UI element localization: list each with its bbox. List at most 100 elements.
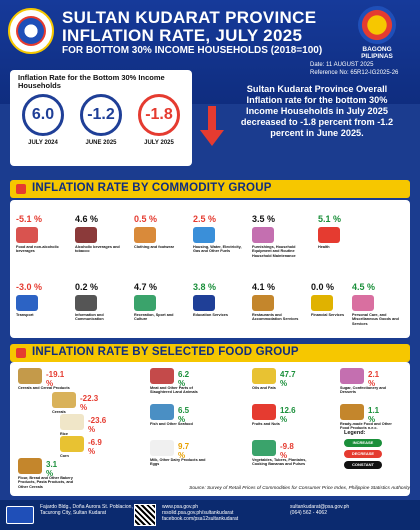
rate-label-july-2025: JULY 2025	[144, 140, 174, 146]
commodity-label: Financial Services	[311, 313, 345, 317]
rate-label-june-2025: JUNE 2025	[85, 140, 117, 146]
food-icon	[16, 227, 38, 243]
food-label: Oils and Fats	[252, 386, 276, 390]
health-icon	[318, 227, 340, 243]
food-value: -22.3 %	[80, 394, 99, 412]
footer-website-link[interactable]: www.psa.gov.ph	[162, 504, 199, 510]
food-label: Meat and Other Parts of Slaughtered Land…	[150, 386, 198, 395]
food-value: -23.6 %	[88, 416, 107, 434]
rate-july-2025: -1.8	[138, 94, 180, 136]
food-value: -6.9 %	[88, 438, 102, 456]
commodity-item: 4.5 % Personal Care, and Miscellaneous Go…	[352, 282, 404, 326]
food-value: -19.1 %	[46, 370, 65, 388]
readymade-icon	[340, 404, 364, 420]
corn-icon	[60, 436, 84, 452]
commodity-item: 4.1 % Restaurants and Accommodation Servi…	[252, 282, 304, 322]
sofa-icon	[252, 227, 274, 243]
commodity-item: 2.5 % Housing, Water, Electricity, Gas an…	[193, 214, 245, 254]
commodity-label: Transport	[16, 313, 34, 317]
oil-icon	[252, 368, 276, 384]
commodity-label: Recreation, Sport and Culture	[134, 313, 174, 322]
commodity-label: Furnishings, Household Equipment and Rou…	[252, 245, 296, 258]
commodity-value: 4.1 %	[252, 282, 276, 292]
footer-email-link[interactable]: sultankudarat@psa.gov.ph	[290, 504, 350, 510]
commodity-item: 3.5 % Furnishings, Household Equipment an…	[252, 214, 304, 258]
footer-contact: sultankudarat@psa.gov.ph (064) 562 - 406…	[290, 504, 418, 516]
commodity-item: 0.0 % Financial Services	[311, 282, 363, 317]
footer-phone: (064) 562 - 4062	[290, 510, 327, 516]
bagong-pilipinas-logo: BAGONG PILIPINAS	[346, 6, 408, 60]
milk-icon	[150, 440, 174, 456]
commodity-item: -5.1 % Food and non-alcoholic beverages	[16, 214, 68, 254]
rice-icon	[60, 414, 84, 430]
commodity-value: 5.1 %	[318, 214, 342, 224]
laptop-icon	[75, 295, 97, 311]
bread-icon	[18, 458, 42, 474]
commodity-label: Information and Communication	[75, 313, 104, 322]
down-arrow-icon	[200, 106, 224, 150]
food-label: Milk, Other Dairy Products and Eggs	[150, 458, 206, 467]
house-icon	[193, 227, 215, 243]
commodity-panel	[10, 200, 410, 338]
commodity-item: 0.2 % Information and Communication	[75, 282, 127, 322]
food-label: Ready-made Food and Other Food Products …	[340, 422, 392, 431]
legend-increase: INCREASE	[344, 439, 382, 447]
food-value: 6.5 %	[178, 406, 190, 424]
commodity-label: Health	[318, 245, 330, 249]
footer-address: Fajardo Bldg., Doña Aurora St. Poblacion…	[40, 504, 133, 516]
footer: Fajardo Bldg., Doña Aurora St. Poblacion…	[0, 500, 420, 530]
summary-text: Sultan Kudarat Province Overall Inflatio…	[240, 84, 394, 138]
commodity-value: 0.2 %	[75, 282, 99, 292]
sun-icon	[358, 6, 396, 44]
food-value: 9.7 %	[178, 442, 190, 460]
brand-text: BAGONG PILIPINAS	[361, 46, 393, 60]
title-line3: FOR BOTTOM 30% INCOME HOUSEHOLDS (2018=1…	[62, 45, 323, 56]
food-label: Corn	[60, 454, 69, 458]
tent-icon	[134, 295, 156, 311]
commodity-item: 3.8 % Education Services	[193, 282, 245, 317]
vegetable-icon	[252, 440, 276, 456]
commodity-value: 0.5 %	[134, 214, 158, 224]
qr-code-icon	[134, 504, 156, 526]
commodity-value: 4.7 %	[134, 282, 158, 292]
food-label: Fruits and Nuts	[252, 422, 280, 426]
food-banner: INFLATION RATE BY SELECTED FOOD GROUP	[10, 344, 410, 362]
food-value: -9.8 %	[280, 442, 294, 460]
sugar-icon	[340, 368, 364, 384]
shirt-icon	[134, 227, 156, 243]
commodity-item: 4.6 % Alcoholic beverages and tobacco	[75, 214, 127, 254]
commodity-banner: INFLATION RATE BY COMMODITY GROUP	[10, 180, 410, 198]
food-value: 3.1 %	[46, 460, 58, 478]
food-value: 6.2 %	[178, 370, 190, 388]
commodity-item: 5.1 % Health	[318, 214, 370, 249]
title-line1: SULTAN KUDARAT PROVINCE	[62, 8, 317, 27]
title-line2: INFLATION RATE, JULY 2025	[62, 26, 303, 45]
commodity-value: 4.6 %	[75, 214, 99, 224]
food-label: Rice	[60, 432, 69, 436]
commodity-label: Food and non-alcoholic beverages	[16, 245, 59, 254]
grain-icon	[52, 392, 76, 408]
wine-icon	[75, 227, 97, 243]
rate-june-2025: -1.2	[80, 94, 122, 136]
legend-title: Legend:	[344, 430, 366, 436]
rates-caption: Inflation Rate for the Bottom 30% Income…	[18, 73, 165, 90]
food-heading: INFLATION RATE BY SELECTED FOOD GROUP	[32, 346, 299, 358]
commodity-heading: INFLATION RATE BY COMMODITY GROUP	[32, 182, 272, 194]
bus-icon	[16, 295, 38, 311]
footer-rssolid-link[interactable]: rssolid.psa.gov.ph/sultankudarat	[162, 510, 234, 516]
food-label: Flour, Bread and Other Bakery Products, …	[18, 476, 74, 489]
psa-logo-icon	[8, 8, 54, 54]
commodity-label: Personal Care, and Miscellaneous Goods a…	[352, 313, 399, 326]
commodity-item: 0.5 % Clothing and footwear	[134, 214, 186, 249]
commodity-label: Housing, Water, Electricity, Gas and Oth…	[193, 245, 242, 254]
rate-july-2024: 6.0	[22, 94, 64, 136]
date-text: Date: 11 AUGUST 2025	[310, 62, 374, 68]
commodity-value: 0.0 %	[311, 282, 335, 292]
food-value: 1.1 %	[368, 406, 380, 424]
footer-facebook-link[interactable]: facebook.com/psa12sultankudarat	[162, 516, 239, 522]
commodity-label: Clothing and footwear	[134, 245, 175, 249]
meat-icon	[150, 368, 174, 384]
commodity-item: 4.7 % Recreation, Sport and Culture	[134, 282, 186, 322]
food-label: Sugar, Confectionery and Desserts	[340, 386, 386, 395]
